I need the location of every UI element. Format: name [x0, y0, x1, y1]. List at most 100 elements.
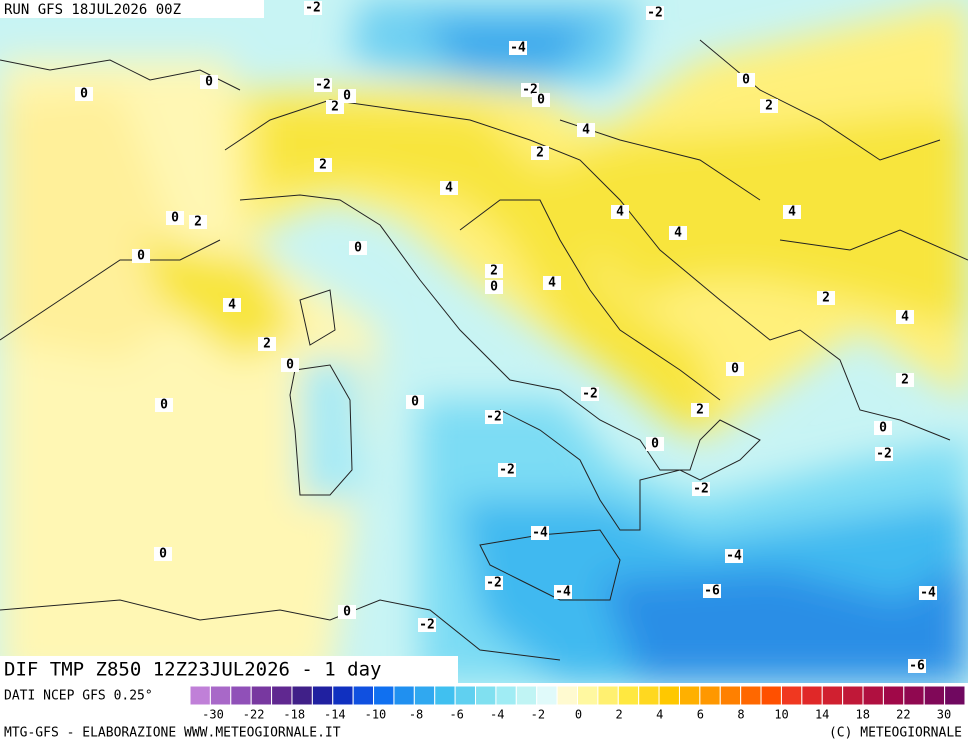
- colorbar-tick-label: 0: [575, 708, 582, 722]
- label-bg: [908, 659, 926, 673]
- contour-label: -4: [726, 549, 742, 564]
- label-bg: [532, 93, 550, 107]
- footer-left: MTG-GFS - ELABORAZIONE WWW.METEOGIORNALE…: [4, 726, 341, 741]
- label-bg: [554, 585, 572, 599]
- colorbar-swatch: [189, 685, 211, 706]
- coastlines: [0, 39, 968, 661]
- contour-label: -6: [704, 584, 720, 599]
- colorbar-swatch: [923, 685, 946, 706]
- label-bg: [896, 310, 914, 324]
- contour-label: -2: [486, 576, 502, 591]
- colorbar-swatch: [475, 685, 497, 706]
- label-bg: [703, 584, 721, 598]
- label-bg: [543, 276, 561, 290]
- colorbar-tick-label: 4: [656, 708, 663, 722]
- colorbar-tick-label: 18: [856, 708, 870, 722]
- label-bg: [314, 78, 332, 92]
- colorbar-swatch: [719, 685, 742, 706]
- contour-label: 2: [194, 215, 202, 230]
- colorbar-tick-label: -6: [449, 708, 463, 722]
- colorbar-swatch: [842, 685, 864, 706]
- label-bg: [581, 387, 599, 401]
- colorbar-swatch: [617, 685, 640, 706]
- label-bg: [132, 249, 150, 263]
- colorbar-swatch: [536, 685, 558, 706]
- label-bg: [258, 337, 276, 351]
- colorbar-swatch: [271, 685, 293, 706]
- label-bg: [304, 1, 322, 15]
- contour-label: 2: [536, 146, 544, 161]
- label-bg: [692, 482, 710, 496]
- label-bg: [485, 410, 503, 424]
- contour-label: 0: [537, 93, 545, 108]
- label-bg: [75, 87, 93, 101]
- contour-label: 4: [674, 226, 682, 241]
- colorbar-swatch: [760, 685, 782, 706]
- colorbar-swatch: [882, 685, 905, 706]
- colorbar-swatch: [352, 685, 375, 706]
- contour-label: 4: [616, 205, 624, 220]
- temperature-field: [0, 0, 968, 683]
- label-bg: [874, 421, 892, 435]
- colorbar-tick-label: -2: [531, 708, 545, 722]
- colorbar-tick-label: -4: [490, 708, 504, 722]
- field-title: DIF TMP Z850 12Z23JUL2026 - 1 day: [4, 659, 382, 681]
- label-bg: [737, 73, 755, 87]
- label-bg: [154, 547, 172, 561]
- contour-label: 4: [445, 181, 453, 196]
- colorbar-swatch: [209, 685, 232, 706]
- colorbar-swatch: [597, 685, 619, 706]
- label-bg: [896, 373, 914, 387]
- contour-label: 0: [80, 87, 88, 102]
- colorbar-swatch: [821, 685, 844, 706]
- contour-label: 2: [331, 100, 339, 115]
- colorbar-tick-label: 8: [737, 708, 744, 722]
- label-bg: [919, 586, 937, 600]
- contour-label: 2: [490, 264, 498, 279]
- contour-label: 4: [788, 205, 796, 220]
- label-bg: [418, 618, 436, 632]
- label-bg: [440, 181, 458, 195]
- field-box: [0, 656, 458, 683]
- contour-label: -2: [693, 482, 709, 497]
- colorbar-swatch: [291, 685, 313, 706]
- label-bg: [485, 264, 503, 278]
- contour-label: -2: [486, 410, 502, 425]
- colorbar-swatch: [577, 685, 599, 706]
- label-bg: [349, 241, 367, 255]
- contour-label: 2: [901, 373, 909, 388]
- label-bg: [155, 398, 173, 412]
- contour-label: 0: [651, 437, 659, 452]
- contour-label: 0: [160, 398, 168, 413]
- contour-label: 0: [159, 547, 167, 562]
- colorbar-swatch: [740, 685, 762, 706]
- contour-label: 4: [548, 276, 556, 291]
- label-bg: [725, 549, 743, 563]
- colorbar-swatch: [373, 685, 395, 706]
- label-bg: [281, 358, 299, 372]
- colorbar-swatch: [332, 685, 354, 706]
- colorbar-swatch: [944, 685, 966, 706]
- contour-label: 0: [343, 605, 351, 620]
- colorbar-swatch: [699, 685, 721, 706]
- contour-label: -2: [582, 387, 598, 402]
- contour-label: -2: [419, 618, 435, 633]
- colorbar-swatch: [434, 685, 456, 706]
- colorbar-tick-label: 6: [697, 708, 704, 722]
- contour-label: 2: [696, 403, 704, 418]
- colorbar-swatch: [638, 685, 660, 706]
- colorbar-swatch: [230, 685, 252, 706]
- label-bg: [200, 75, 218, 89]
- contour-label: -2: [647, 6, 663, 21]
- contour-label: 2: [765, 99, 773, 114]
- label-bg: [531, 146, 549, 160]
- contour-label: 0: [411, 395, 419, 410]
- contour-label: 0: [490, 280, 498, 295]
- contour-label: 4: [228, 298, 236, 313]
- colorbar-swatch: [515, 685, 538, 706]
- colorbar-swatch: [658, 685, 680, 706]
- contour-label: 0: [879, 421, 887, 436]
- contour-label: 0: [742, 73, 750, 88]
- colorbar-swatch: [250, 685, 273, 706]
